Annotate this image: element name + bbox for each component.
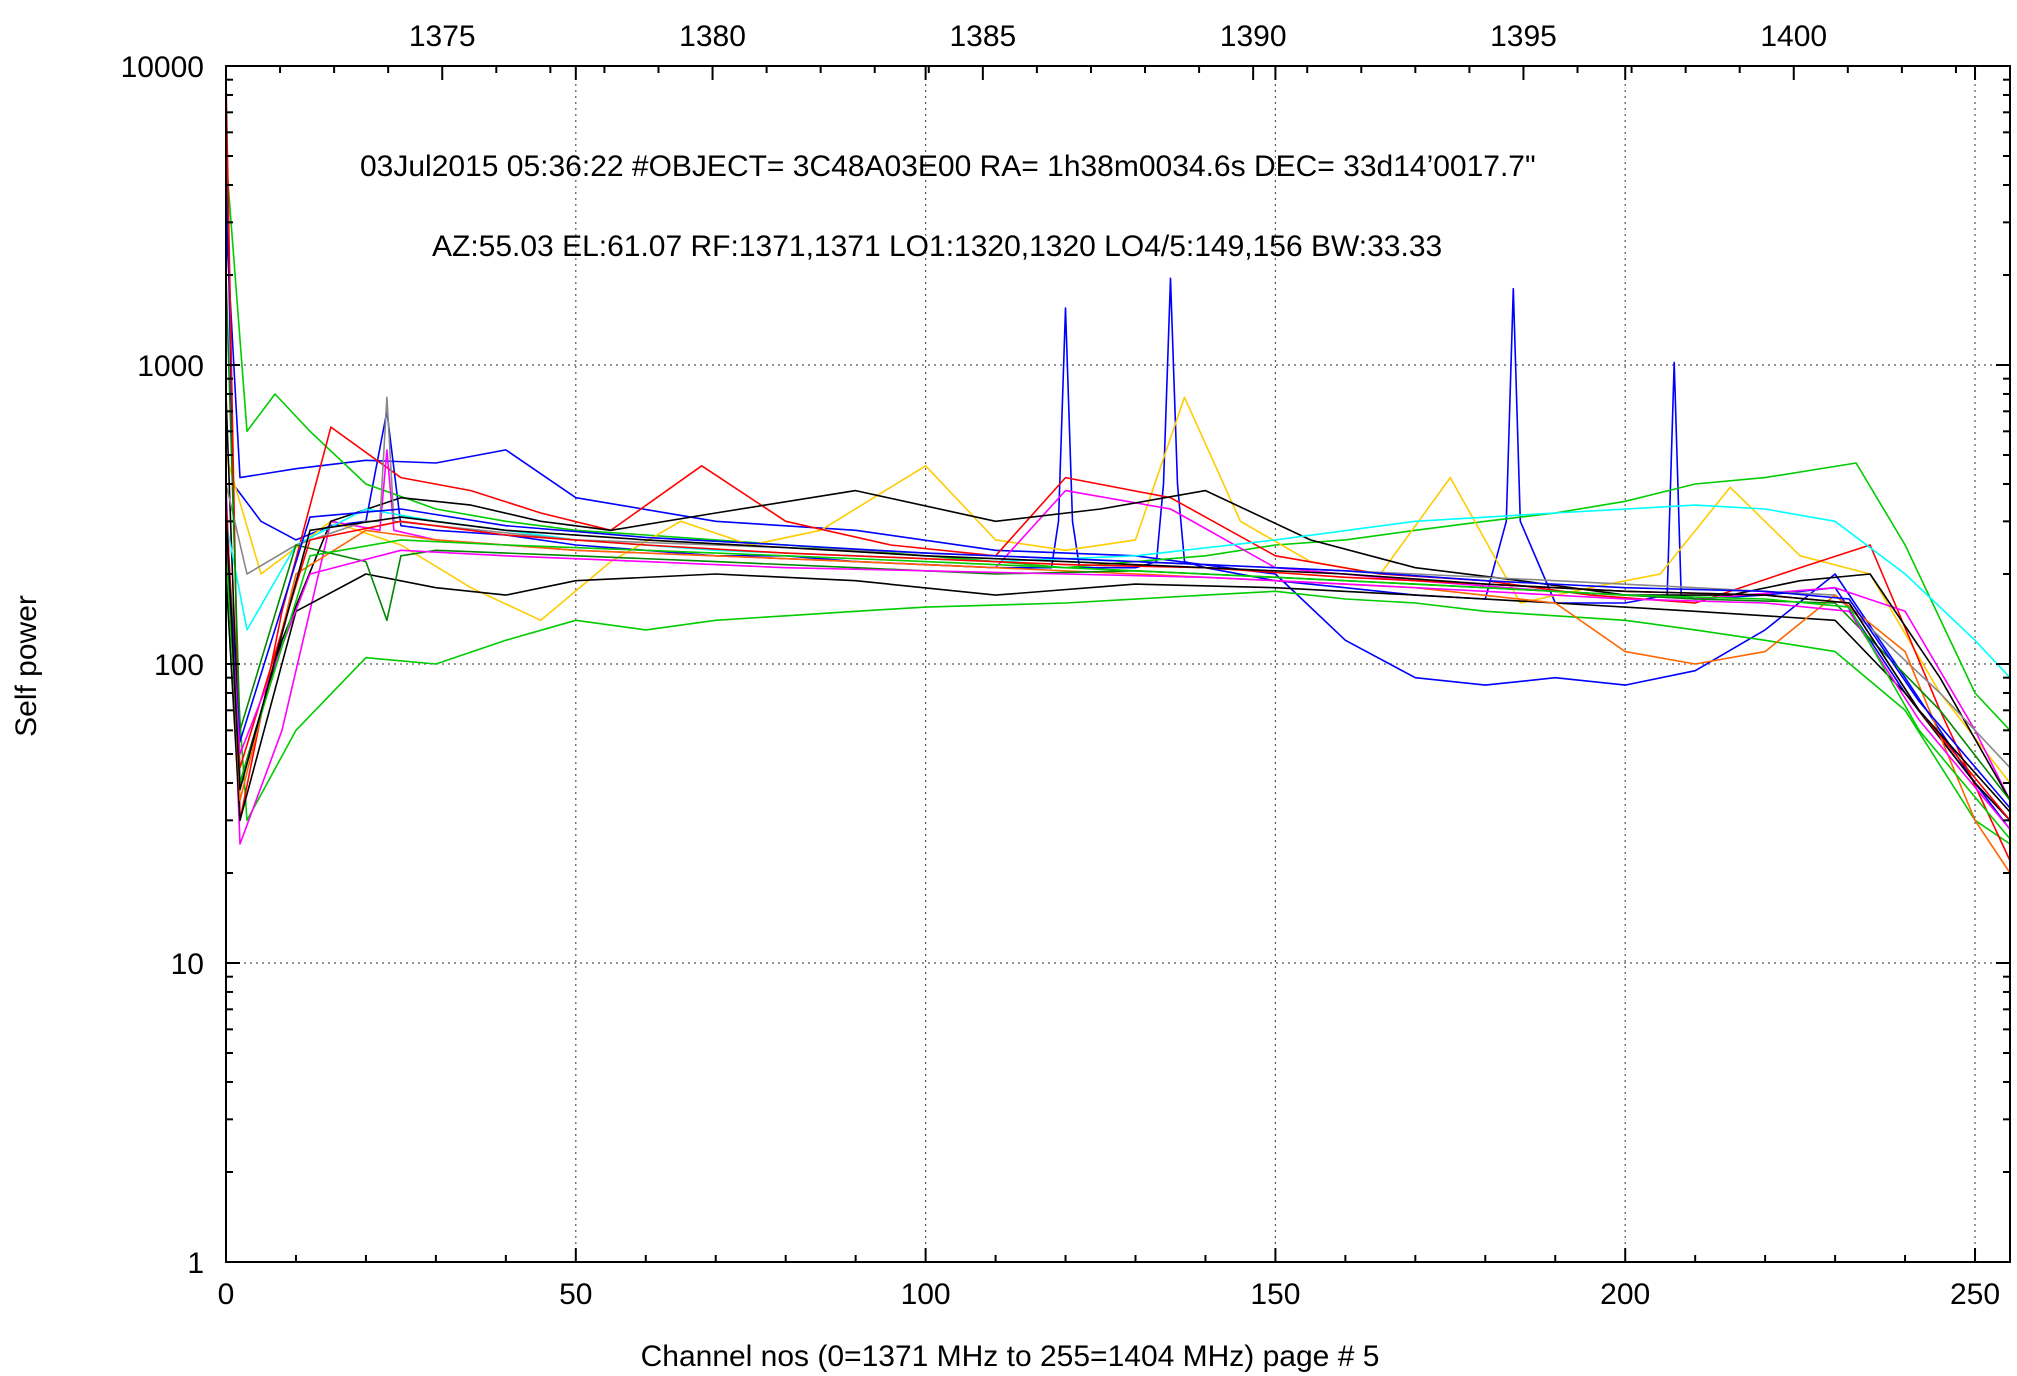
series-line-6	[225, 449, 2011, 845]
x2-tick-label: 1390	[1220, 20, 1287, 53]
series-line-5	[225, 79, 2011, 861]
y-tick-label: 1000	[137, 350, 204, 383]
x-axis-label: Channel nos (0=1371 MHz to 255=1404 MHz)…	[641, 1340, 1380, 1373]
y-tick-label: 10000	[121, 51, 204, 84]
series-line-1	[225, 222, 2011, 821]
series-line-13	[225, 501, 2011, 821]
series-layer	[225, 79, 2011, 874]
series-line-17	[225, 512, 2011, 813]
series-line-14	[225, 508, 2011, 809]
y-tick-label: 10	[171, 948, 204, 981]
grid	[226, 66, 2010, 1262]
x-tick-label: 50	[559, 1278, 592, 1311]
axis-ticks: 0 50 100 150 200 250 1375 1380 1385 1390 1395 1400 1…	[121, 20, 2011, 1311]
x-tick-label: 200	[1600, 1278, 1650, 1311]
x2-tick-label: 1400	[1760, 20, 1827, 53]
y-tick-label: 1	[187, 1247, 204, 1280]
series-line-4	[225, 396, 2011, 784]
x2-tick-label: 1375	[409, 20, 476, 53]
y-tick-label: 100	[154, 649, 204, 682]
annotation-header: 03Jul2015 05:36:22 #OBJECT= 3C48A03E00 R…	[360, 150, 1536, 183]
x-tick-label: 0	[218, 1278, 235, 1311]
x2-tick-label: 1380	[679, 20, 746, 53]
x2-tick-label: 1385	[949, 20, 1016, 53]
series-line-15	[225, 539, 2011, 830]
series-line-16	[225, 539, 2011, 840]
series-line-3	[225, 521, 2011, 845]
series-line-8	[225, 573, 2011, 822]
annotation-params: AZ:55.03 EL:61.07 RF:1371,1371 LO1:1320,…	[432, 230, 1442, 263]
x-tick-label: 250	[1950, 1278, 2000, 1311]
x-tick-label: 100	[901, 1278, 951, 1311]
x-tick-label: 150	[1250, 1278, 1300, 1311]
series-line-12	[225, 274, 2011, 801]
y-axis-label: Self power	[10, 595, 43, 737]
x2-tick-label: 1395	[1490, 20, 1557, 53]
series-line-11	[225, 521, 2011, 874]
series-line-0	[225, 132, 2011, 830]
